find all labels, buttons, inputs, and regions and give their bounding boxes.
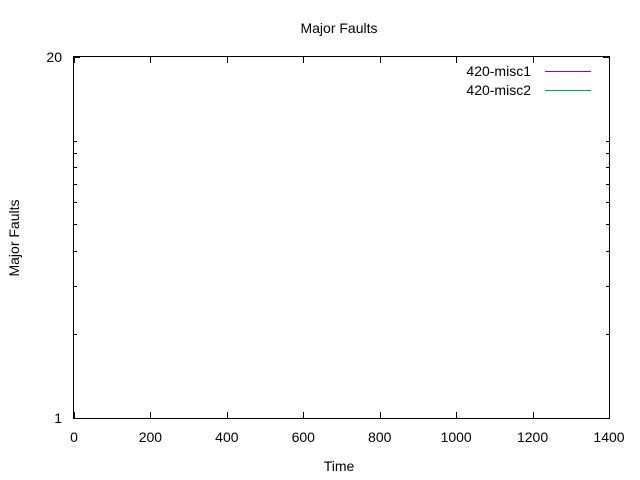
plot-frame	[73, 56, 610, 419]
x-tick-label: 400	[215, 429, 239, 445]
x-tick-label: 200	[139, 429, 163, 445]
chart-title: Major Faults	[300, 20, 377, 36]
y-axis-ticks: 1 20	[46, 49, 609, 426]
legend-label: 420-misc2	[466, 82, 531, 98]
x-tick-label: 600	[292, 429, 316, 445]
legend-label: 420-misc1	[466, 63, 531, 79]
x-axis-ticks: 0 200 400 600 800 1000 1200 1400	[70, 57, 625, 445]
legend: 420-misc1 420-misc2	[466, 63, 591, 98]
y-tick-label: 1	[54, 410, 62, 426]
x-tick-label: 1000	[441, 429, 472, 445]
x-tick-label: 0	[70, 429, 78, 445]
x-tick-label: 1200	[517, 429, 548, 445]
y-axis-label: Major Faults	[6, 199, 22, 276]
x-axis-label: Time	[324, 458, 355, 474]
x-tick-label: 800	[368, 429, 392, 445]
y-tick-label: 20	[46, 49, 62, 65]
x-tick-label: 1400	[593, 429, 624, 445]
